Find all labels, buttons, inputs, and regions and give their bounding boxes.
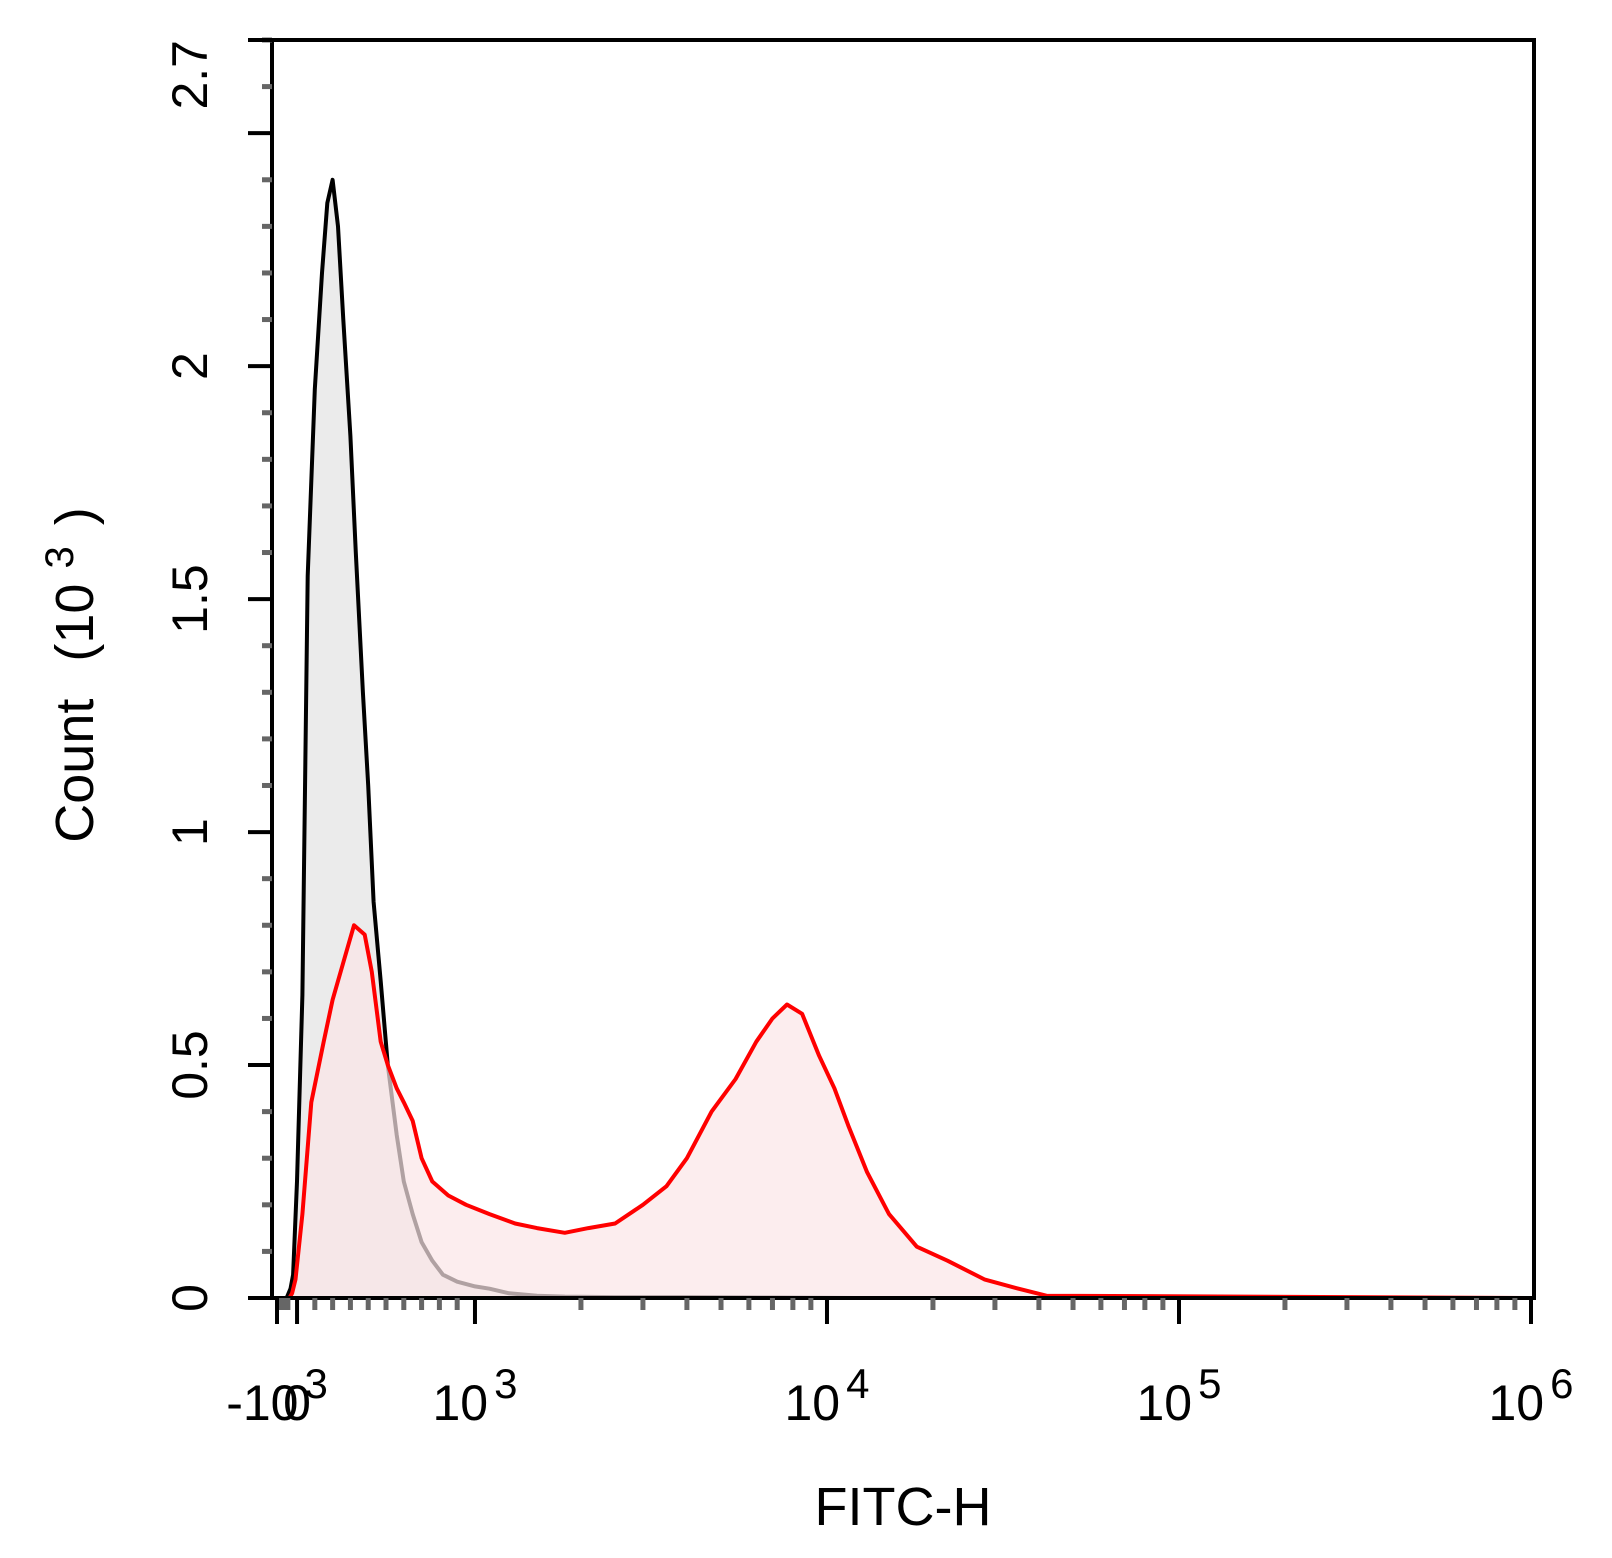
x-tick-base: 0 bbox=[283, 1375, 311, 1431]
y-axis-title-main: Count bbox=[45, 699, 105, 843]
y-axis-unit-close: ) bbox=[45, 507, 105, 525]
y-tick-label-group: 2 bbox=[162, 352, 218, 380]
y-axis-unit: (10 bbox=[45, 584, 105, 662]
y-tick-label: 1 bbox=[162, 818, 218, 846]
series-2-line bbox=[275, 923, 1532, 1300]
y-tick-label: 2.7 bbox=[162, 40, 218, 110]
series-2-fill bbox=[275, 925, 1531, 1298]
x-tick-exponent: 3 bbox=[304, 1360, 327, 1407]
x-axis: -10 30 10 3 10 4 10 5 10 6 bbox=[226, 1298, 1573, 1431]
series-1-fill bbox=[275, 179, 1531, 1298]
y-tick-label-group: 1 bbox=[162, 818, 218, 846]
x-tick-label: 10 3 bbox=[432, 1360, 517, 1431]
x-tick-base: 10 bbox=[432, 1375, 488, 1431]
x-tick-base: -10 bbox=[226, 1375, 298, 1431]
x-tick-label: -10 3 bbox=[226, 1360, 328, 1431]
x-tick-base: 10 bbox=[1136, 1375, 1192, 1431]
x-tick-label: 10 5 bbox=[1136, 1360, 1221, 1431]
y-tick-label-group: 2.7 bbox=[162, 40, 218, 110]
y-tick-label: 1.5 bbox=[162, 564, 218, 634]
x-tick-base: 10 bbox=[1489, 1375, 1545, 1431]
y-axis-unit-exp: 3 bbox=[38, 546, 82, 568]
series-layer bbox=[275, 177, 1532, 1300]
y-axis-title: Count (10 3 ) bbox=[25, 507, 105, 842]
x-tick-label: 10 4 bbox=[784, 1360, 869, 1431]
x-tick-exponent: 3 bbox=[494, 1360, 517, 1407]
x-tick-exponent: 5 bbox=[1198, 1360, 1221, 1407]
x-tick-exponent: 6 bbox=[1550, 1360, 1573, 1407]
y-tick-label: 0.5 bbox=[162, 1030, 218, 1100]
y-tick-label: 2 bbox=[162, 352, 218, 380]
x-tick-label: 0 bbox=[283, 1375, 311, 1431]
series-1-line bbox=[275, 177, 1531, 1300]
x-axis-title: FITC-H bbox=[815, 1477, 992, 1537]
y-tick-label-group: 0.5 bbox=[162, 1030, 218, 1100]
x-tick-exponent: 4 bbox=[846, 1360, 869, 1407]
plot-frame bbox=[270, 38, 1536, 1300]
y-axis-title-group: Count (10 3 ) bbox=[25, 507, 105, 842]
y-axis: 0 0.5 1 1.5 2 2.7 bbox=[162, 37, 272, 1312]
y-tick-label: 0 bbox=[162, 1284, 218, 1312]
x-tick-base: 10 bbox=[784, 1375, 840, 1431]
x-tick-label: 10 6 bbox=[1489, 1360, 1574, 1431]
y-tick-label-group: 0 bbox=[162, 1284, 218, 1312]
y-tick-label-group: 1.5 bbox=[162, 564, 218, 634]
